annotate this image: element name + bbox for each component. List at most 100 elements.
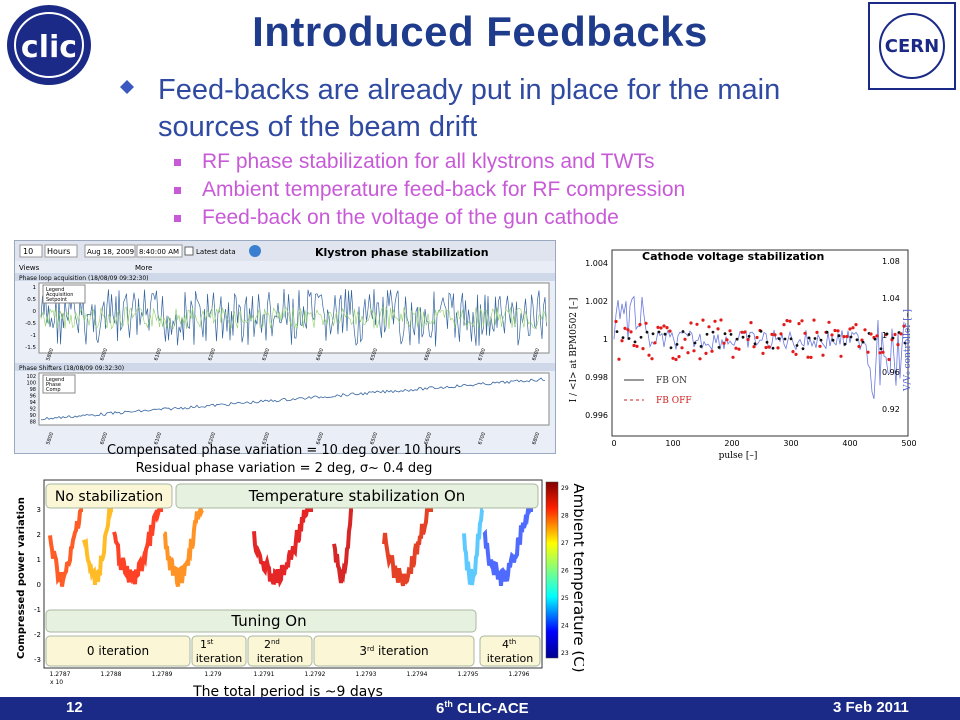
- temperature-xtick: 1.2795: [458, 671, 479, 678]
- cathode-fb-off-point: [893, 332, 897, 337]
- cathode-xtick: 200: [724, 439, 739, 448]
- cathode-fb-off-point: [770, 332, 774, 336]
- cathode-fb-off-point: [875, 334, 879, 338]
- cathode-fb-on-point: [741, 335, 745, 339]
- cathode-fb-on-point: [621, 336, 625, 339]
- klystron-xtick: 6400: [315, 432, 325, 446]
- temperature-xtick: 1.2792: [305, 671, 326, 678]
- cathode-xtick: 300: [783, 439, 798, 448]
- cathode-fb-off-point: [887, 357, 891, 362]
- klystron-ytick: -1.5: [25, 345, 36, 351]
- cathode-ytick-right: 1: [882, 331, 887, 340]
- cathode-fb-off-point: [674, 357, 678, 362]
- cathode-fb-off-point: [854, 323, 858, 327]
- klystron-ytick: 98: [30, 387, 36, 393]
- cathode-fb-on-point: [753, 342, 757, 346]
- cathode-ytick-left: 1: [603, 335, 608, 344]
- cathode-fb-off-point: [731, 355, 735, 359]
- cathode-fb-on-point: [645, 330, 649, 334]
- klystron-xtick: 6100: [153, 432, 163, 446]
- cathode-fb-on-point: [843, 342, 847, 346]
- svg-text:FB ON: FB ON: [656, 376, 687, 386]
- svg-text:10: 10: [23, 247, 33, 256]
- cathode-fb-off-point: [761, 351, 765, 355]
- temperature-xtick: 1.2789: [152, 671, 173, 678]
- svg-text:Compressed power variation: Compressed power variation: [16, 497, 27, 659]
- svg-text:Ambient temperature (C): Ambient temperature (C): [570, 483, 584, 672]
- svg-text:iteration: iteration: [196, 652, 242, 665]
- cathode-fb-off-point: [902, 324, 906, 328]
- temperature-ytick: 3: [37, 506, 41, 514]
- svg-text:4th: 4th: [502, 638, 516, 651]
- cathode-fb-off-point: [896, 343, 900, 347]
- cathode-fb-off-point: [716, 327, 720, 331]
- klystron-xtick: 6300: [261, 432, 271, 446]
- cathode-fb-on-point: [795, 344, 799, 347]
- cathode-fb-off-point: [776, 346, 780, 350]
- temperature-ytick: -2: [34, 631, 41, 639]
- klystron-ytick: 0: [33, 309, 37, 315]
- cathode-fb-off-point: [755, 335, 759, 340]
- cathode-fb-on-point: [669, 346, 673, 350]
- klystron-title: Klystron phase stabilization: [315, 246, 489, 259]
- cathode-fb-on-point: [855, 338, 859, 342]
- cathode-fb-off-point: [809, 355, 813, 359]
- cathode-fb-off-point: [632, 343, 636, 348]
- cathode-fb-off-point: [683, 337, 687, 341]
- cathode-fb-off-point: [851, 326, 855, 330]
- klystron-ytick: 88: [30, 420, 36, 426]
- klystron-xtick: 6500: [369, 432, 379, 446]
- klystron-xtick: 6800: [531, 348, 541, 362]
- cathode-fb-off-point: [686, 351, 690, 355]
- klystron-xtick: 6100: [153, 348, 163, 362]
- cathode-fb-on-point: [615, 330, 619, 333]
- svg-text:Aug 18, 2009: Aug 18, 2009: [87, 248, 134, 256]
- cathode-fb-off-point: [740, 330, 744, 334]
- temperature-curve: [482, 504, 533, 586]
- cathode-fb-off-point: [815, 330, 819, 334]
- cathode-fb-off-point: [722, 341, 726, 345]
- cathode-fb-off-point: [842, 335, 846, 339]
- cathode-fb-on-point: [771, 346, 775, 350]
- cathode-fb-off-point: [806, 355, 810, 359]
- cathode-fb-off-point: [845, 334, 849, 339]
- svg-text:pulse [–]: pulse [–]: [719, 451, 758, 461]
- cathode-fb-off-point: [710, 349, 714, 353]
- svg-text:I / <I> at BPM0502 [–]: I / <I> at BPM0502 [–]: [569, 298, 579, 403]
- cathode-fb-off-point: [641, 347, 645, 351]
- cathode-fb-off-point: [707, 325, 711, 329]
- klystron-xtick: 6600: [423, 432, 433, 446]
- svg-text:Legend: Legend: [46, 287, 64, 293]
- cathode-fb-off-point: [620, 339, 624, 343]
- temperature-xtick: 1.2791: [254, 671, 275, 678]
- cathode-xtick: 100: [665, 439, 680, 448]
- cathode-fb-on-point: [825, 330, 829, 334]
- klystron-ytick: -0.5: [25, 321, 36, 327]
- cathode-fb-off-point: [857, 344, 861, 349]
- svg-text:iteration: iteration: [257, 652, 303, 665]
- cathode-fb-on-point: [813, 337, 817, 340]
- cathode-fb-on-point: [831, 338, 835, 342]
- square-bullet-icon: [174, 159, 181, 166]
- svg-text:3rd iteration: 3rd iteration: [359, 644, 428, 658]
- temperature-plot: Compressed power variation 3 2 1 0 -1 -2 -3 No…: [14, 478, 588, 700]
- svg-text:FB OFF: FB OFF: [656, 396, 692, 406]
- cathode-fb-off-point: [650, 357, 654, 361]
- cathode-fb-off-point: [869, 332, 873, 336]
- cathode-fb-off-point: [668, 329, 672, 333]
- cathode-fb-on-point: [663, 332, 667, 336]
- slide-title: Introduced Feedbacks: [252, 8, 708, 55]
- cathode-ytick-left: 1.004: [585, 259, 608, 268]
- cathode-fb-off-point: [725, 338, 729, 342]
- cathode-fb-off-point: [833, 328, 837, 333]
- temperature-curve: [332, 508, 353, 584]
- cathode-fb-off-point: [899, 332, 903, 336]
- cathode-ytick-right: 1.08: [882, 257, 900, 266]
- square-bullet-icon: [174, 187, 181, 194]
- cathode-fb-off-point: [752, 345, 756, 349]
- cathode-fb-on-point: [687, 333, 691, 336]
- temperature-plot-svg: Compressed power variation 3 2 1 0 -1 -2 -3 No…: [14, 478, 588, 700]
- cathode-fb-on-point: [819, 338, 823, 342]
- cathode-fb-off-point: [863, 328, 867, 332]
- cathode-fb-off-point: [626, 328, 630, 332]
